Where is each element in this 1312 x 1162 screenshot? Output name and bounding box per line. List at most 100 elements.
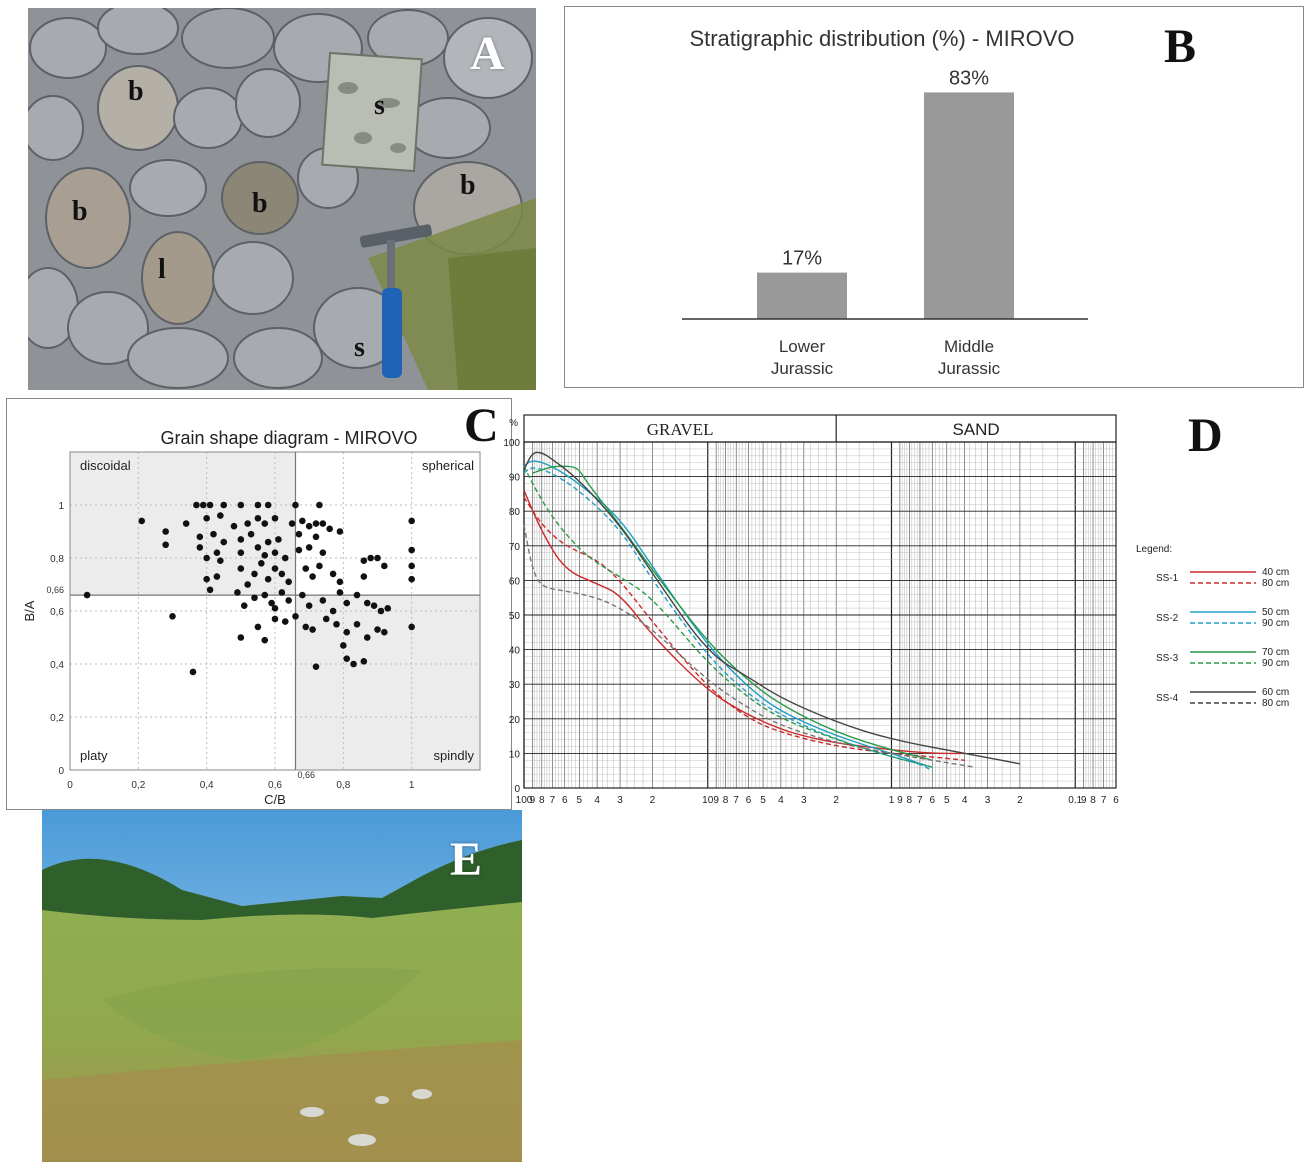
plot-frame	[69, 451, 481, 771]
scatter-point	[374, 626, 381, 633]
x-axis-label: C/B	[264, 792, 286, 807]
scatter-point	[251, 570, 258, 578]
scatter-point	[281, 618, 289, 625]
panel-label-e: E	[450, 833, 483, 886]
x-tick-label: 6	[562, 795, 568, 806]
scatter-point	[162, 541, 169, 549]
x-tick-label: 0.1	[1068, 795, 1082, 806]
scatter-point	[285, 578, 292, 586]
scatter-point	[281, 554, 289, 562]
scatter-point	[258, 560, 265, 567]
legend-title: Legend:	[1136, 544, 1172, 555]
x-tick-label: 7	[733, 795, 739, 806]
x-tick-label: 0,6	[268, 780, 282, 791]
x-tick-label: 10	[702, 795, 714, 806]
scatter-point	[340, 642, 347, 649]
quadrant-label: platy	[80, 748, 108, 763]
bar	[757, 272, 847, 319]
scatter-point	[305, 602, 313, 609]
scatter-point	[217, 512, 224, 519]
x-tick-label: 0,8	[336, 780, 350, 791]
scatter-point	[237, 565, 245, 572]
scatter-point	[360, 658, 368, 665]
scatter-point	[210, 530, 217, 538]
bar-value-label: 83%	[949, 67, 989, 89]
x-threshold-label: 0,66	[298, 770, 316, 780]
y-axis-label: B/A	[22, 600, 37, 621]
scatter-point	[169, 613, 176, 620]
photo-tag-s: s	[374, 90, 385, 121]
scatter-point	[203, 554, 210, 562]
plot-frame	[523, 441, 1117, 789]
scatter-point	[213, 573, 221, 580]
x-tick-label: 2	[650, 795, 656, 806]
scatter-point	[217, 557, 224, 564]
scatter-point	[360, 557, 368, 564]
scatter-point	[350, 660, 357, 668]
scatter-point	[309, 626, 316, 633]
x-tick-label: 8	[539, 795, 545, 806]
scatter-point	[370, 602, 378, 609]
scatter-point	[247, 530, 255, 538]
category-label: Lower	[779, 337, 826, 356]
scatter-point	[408, 575, 415, 583]
quadrant-label: discoidal	[80, 458, 131, 473]
panel-label-d: D	[1188, 409, 1223, 462]
photo-landscape-drawing	[42, 810, 522, 1162]
scatter-point	[384, 605, 392, 612]
x-tick-label: 5	[577, 795, 583, 806]
scatter-point	[206, 586, 214, 594]
scatter-point	[213, 549, 221, 556]
scatter-point	[329, 607, 337, 615]
scatter-point	[254, 501, 262, 509]
scatter-point	[182, 520, 190, 527]
sand-band-label: SAND	[952, 420, 999, 439]
scatter-point	[254, 514, 262, 522]
photo-tag-s: s	[354, 332, 365, 363]
y-tick-label: 50	[509, 611, 521, 622]
chart-grain-shape: Grain shape diagram - MIROVO 0 0,2 0,4 0,6 0…	[22, 428, 481, 807]
legend-entry-label: 80 cm	[1262, 578, 1289, 589]
x-tick-label: 3	[617, 795, 623, 806]
grain-size-curve	[523, 490, 965, 755]
x-tick-label: 0,4	[200, 780, 214, 791]
y-tick-label: 0,4	[50, 660, 64, 671]
scatter-point	[299, 517, 306, 525]
scatter-point	[333, 620, 340, 628]
scatter-point	[302, 623, 310, 631]
x-tick-label: 1	[889, 795, 895, 806]
scatter-point	[193, 501, 200, 509]
scatter-point	[353, 620, 361, 628]
grain-size-curve	[523, 451, 1021, 765]
legend-entry-label: 50 cm	[1262, 607, 1289, 618]
legend-group-name: SS-3	[1156, 653, 1179, 664]
photo-landscape	[42, 810, 522, 1162]
x-tick-label: 2	[833, 795, 839, 806]
x-tick-label: 9	[1081, 795, 1087, 806]
scatter-point	[261, 636, 269, 644]
x-tick-label: 9	[713, 795, 719, 806]
scatter-point	[237, 536, 245, 543]
scatter-point	[237, 634, 245, 641]
legend-group-name: SS-1	[1156, 573, 1179, 584]
legend-entry-label: 40 cm	[1262, 567, 1289, 578]
scatter-point	[220, 538, 228, 546]
y-tick-label: 20	[509, 715, 521, 726]
legend-group-name: SS-2	[1156, 613, 1179, 624]
quadrant-label: spherical	[422, 458, 474, 473]
scatter-point	[261, 591, 269, 599]
scatter-point	[251, 594, 258, 602]
x-tick-label: 6	[1113, 795, 1119, 806]
scatter-point	[305, 522, 313, 530]
x-tick-label: 6	[929, 795, 935, 806]
scatter-point	[254, 544, 262, 551]
scatter-point	[319, 520, 327, 527]
x-tick-label: 9	[530, 795, 536, 806]
scatter-point	[374, 554, 381, 562]
scatter-point	[312, 520, 320, 527]
scatter-point	[271, 615, 279, 623]
gravel-band-label: GRAVEL	[647, 420, 714, 439]
y-threshold-label: 0,66	[46, 585, 64, 595]
y-unit-label: %	[509, 418, 518, 429]
photo-tag-b: b	[128, 76, 144, 107]
